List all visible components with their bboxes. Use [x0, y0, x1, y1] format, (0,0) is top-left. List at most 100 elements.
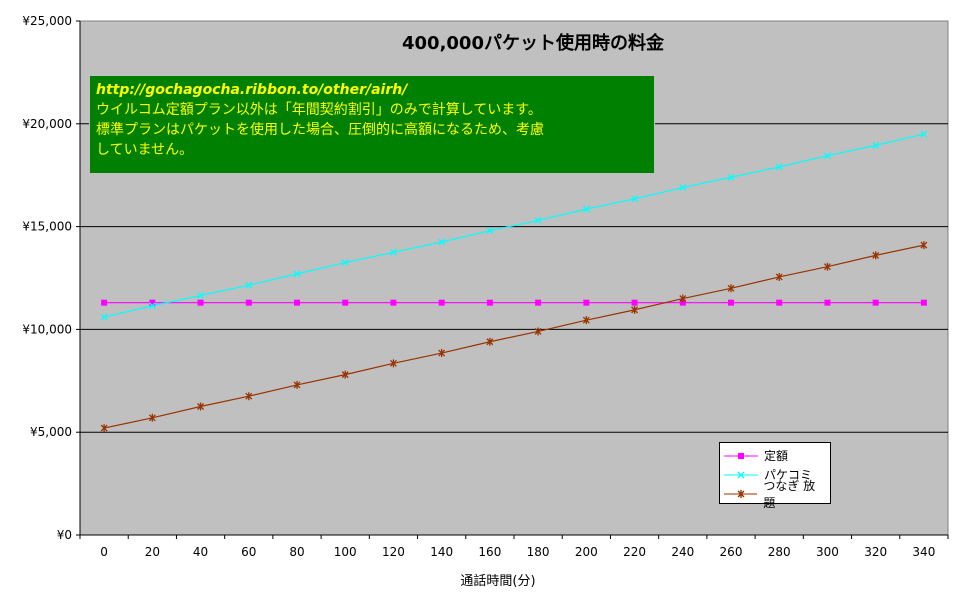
legend: 定額 パケコミ つなぎ 放題 [719, 442, 831, 510]
data-point [920, 241, 928, 250]
data-point [197, 292, 205, 299]
data-point [293, 380, 301, 389]
data-point [776, 299, 783, 306]
annotation-line-1: ウイルコム定額プラン以外は「年間契約割引」のみで計算しています。 [96, 102, 542, 118]
annotation-url: http://gochagocha.ribbon.to/other/airh/ [96, 82, 408, 98]
data-point [534, 327, 542, 336]
data-point [389, 248, 397, 256]
legend-item: つなぎ 放題 [724, 479, 826, 510]
legend-label: 定額 [764, 449, 789, 463]
data-point [100, 313, 108, 321]
annotation-line-3: していません。 [96, 142, 194, 158]
data-point [486, 299, 493, 306]
data-point [728, 299, 734, 306]
legend-swatch-star-icon [724, 489, 758, 498]
x-tick-label: 40 [193, 545, 208, 559]
y-tick-label: ¥10,000 [22, 322, 72, 336]
data-point [824, 299, 831, 306]
legend-item: パケコミ [724, 465, 826, 484]
data-point [534, 216, 542, 224]
legend-swatch-x-icon [724, 471, 758, 478]
data-point [920, 299, 927, 306]
data-point [872, 251, 880, 260]
x-tick-label: 160 [478, 545, 501, 559]
data-point [823, 152, 831, 160]
data-point [823, 262, 831, 271]
data-point [438, 349, 446, 358]
data-point [727, 173, 735, 181]
x-tick-label: 240 [671, 545, 694, 559]
x-tick-label: 100 [334, 545, 357, 559]
x-tick-label: 140 [430, 545, 453, 559]
x-tick-label: 340 [912, 545, 935, 559]
x-tick-label: 180 [527, 545, 550, 559]
data-point [727, 284, 735, 293]
data-point [679, 184, 687, 191]
data-point [486, 337, 494, 346]
legend-swatch-square-icon [724, 452, 758, 459]
data-point [582, 205, 590, 213]
data-point [679, 294, 687, 303]
data-point [293, 270, 301, 278]
x-tick-label: 320 [864, 545, 887, 559]
annotation-box: http://gochagocha.ribbon.to/other/airh/ … [89, 75, 655, 174]
series-line [103, 133, 925, 318]
y-tick-label: ¥25,000 [22, 14, 72, 28]
data-point [582, 316, 590, 325]
series-markers [100, 130, 928, 433]
legend-item: 定額 [724, 446, 826, 465]
y-tick-label: ¥5,000 [30, 425, 72, 439]
data-point [389, 359, 397, 368]
y-tick-label: ¥20,000 [22, 117, 72, 131]
annotation-line-2: 標準プランはパケットを使用した場合、圧倒的に高額になるため、考慮 [96, 122, 544, 138]
data-point [438, 299, 445, 306]
data-point [535, 299, 542, 306]
legend-label: パケコミ [764, 468, 813, 482]
data-point [148, 302, 156, 310]
data-point [101, 299, 108, 306]
data-point [872, 141, 880, 149]
data-point [341, 259, 349, 267]
x-tick-label: 120 [382, 545, 405, 559]
data-point [631, 299, 638, 306]
data-point [920, 130, 928, 138]
x-tick-label: 60 [241, 545, 256, 559]
data-point [245, 299, 252, 306]
x-tick-label: 260 [720, 545, 743, 559]
data-point [245, 281, 253, 289]
data-point [149, 299, 156, 306]
legend-label: つなぎ 放題 [763, 478, 816, 510]
data-point [245, 392, 253, 401]
series-lines [103, 133, 925, 429]
data-point [294, 299, 300, 306]
data-point [390, 299, 397, 306]
x-tick-label: 0 [100, 545, 108, 559]
data-point [631, 305, 639, 314]
x-tick-label: 200 [575, 545, 598, 559]
data-point [100, 424, 108, 433]
data-point [775, 163, 783, 171]
x-tick-label: 220 [623, 545, 646, 559]
x-axis-ticks: 0 20 40 60 80 100 120 140 160 180 200 220 240 260 280 3… [79, 534, 949, 559]
x-tick-label: 300 [816, 545, 839, 559]
x-tick-label: 20 [145, 545, 160, 559]
data-point [631, 195, 639, 203]
data-point [197, 402, 205, 411]
x-tick-label: 80 [289, 545, 304, 559]
data-point [342, 299, 349, 306]
y-tick-label: ¥0 [57, 528, 72, 542]
data-point [583, 299, 590, 306]
data-point [438, 238, 446, 246]
data-point [341, 370, 349, 379]
chart-title: 400,000パケット使用時の料金 [402, 32, 665, 54]
y-tick-label: ¥15,000 [22, 220, 72, 234]
data-point [148, 413, 156, 422]
data-point [197, 299, 204, 306]
x-axis-label: 通話時間(分) [460, 573, 535, 589]
data-point [872, 299, 879, 306]
series-line [103, 244, 925, 429]
data-point [679, 299, 686, 306]
data-point [486, 227, 494, 235]
data-point [775, 272, 783, 281]
